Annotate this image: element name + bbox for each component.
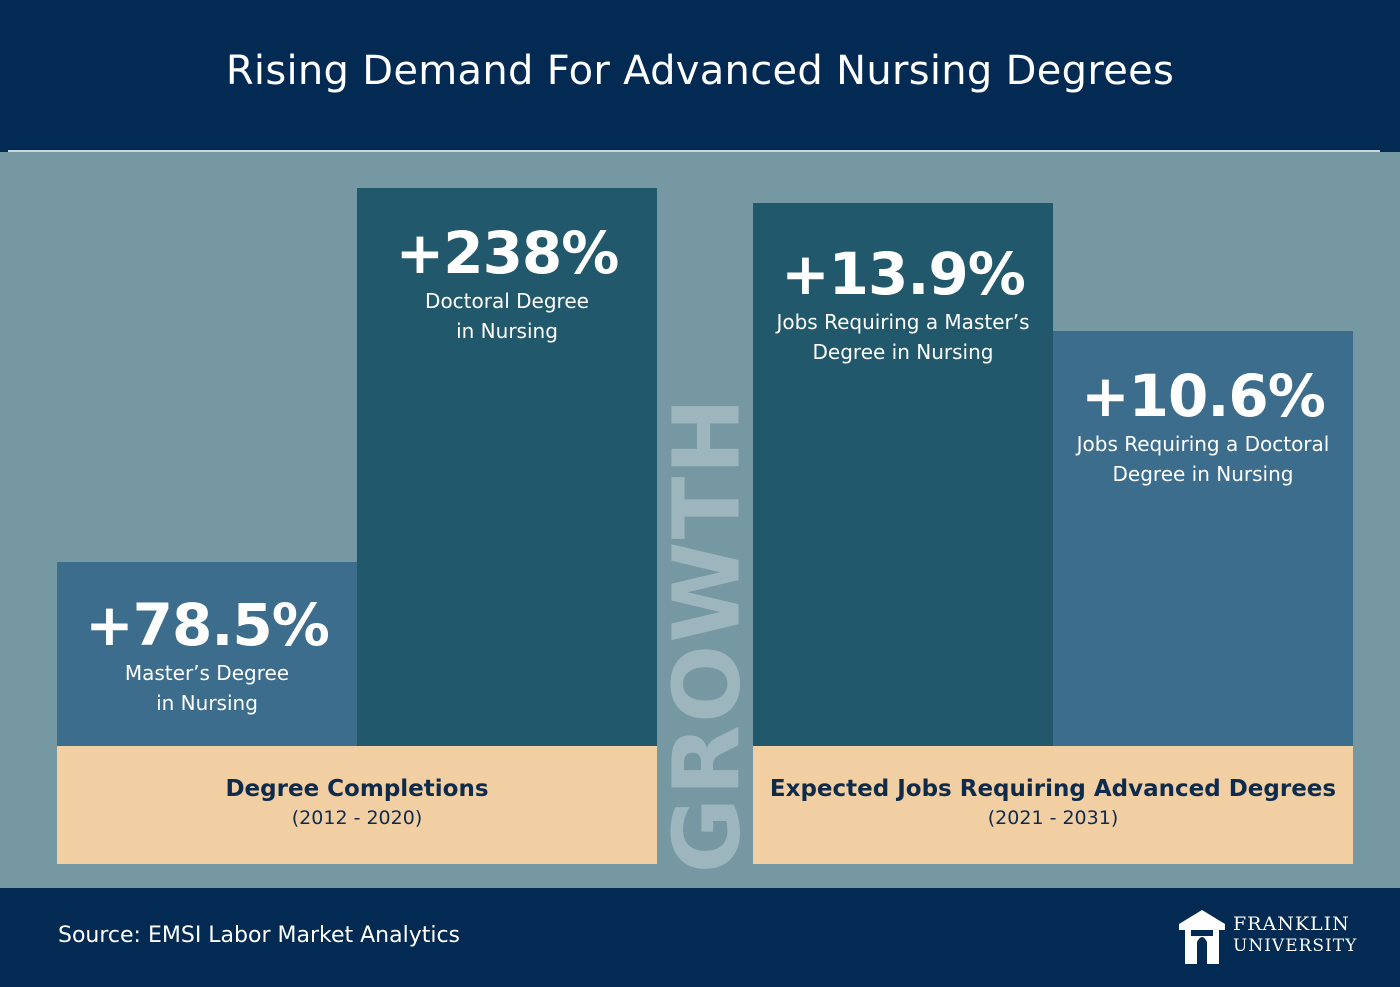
footer-band: Source: EMSI Labor Market Analytics FRAN… [0, 888, 1400, 987]
franklin-university-logo: FRANKLIN UNIVERSITY [1177, 908, 1357, 968]
bar-category-label: Degree in Nursing [812, 340, 994, 364]
chart-bar: +10.6% Jobs Requiring a Doctoral Degree in… [1053, 331, 1353, 746]
group-label-box: Degree Completions (2012 - 2020) [57, 746, 657, 864]
bar-category-label: Doctoral Degree [425, 289, 589, 313]
source-note: Source: EMSI Labor Market Analytics [58, 923, 461, 948]
group-date-range: (2021 - 2031) [987, 807, 1119, 829]
group-title: Expected Jobs Requiring Advanced Degrees [769, 776, 1337, 802]
chart-bar: +238% Doctoral Degree in Nursing [357, 188, 657, 746]
group-label-box: Expected Jobs Requiring Advanced Degrees… [753, 746, 1353, 864]
page-title: Rising Demand For Advanced Nursing Degre… [225, 48, 1175, 94]
chart-bar: +13.9% Jobs Requiring a Master’s Degree in… [753, 203, 1053, 746]
bar-data-label: +238% Doctoral Degree in Nursing [357, 220, 657, 346]
bar-category-label: Jobs Requiring a Master’s [776, 310, 1030, 334]
bar-data-label: +10.6% Jobs Requiring a Doctoral Degree in… [1053, 363, 1353, 489]
bar-data-label: +13.9% Jobs Requiring a Master’s Degree in… [753, 241, 1053, 367]
bar-category-label: Jobs Requiring a Doctoral [1076, 432, 1330, 456]
bar-value-label: +10.6% [1081, 362, 1326, 430]
bar-value-label: +78.5% [85, 591, 330, 659]
header-divider [8, 150, 1380, 152]
group-title: Degree Completions [225, 776, 489, 802]
header-band: Rising Demand For Advanced Nursing Degre… [0, 0, 1400, 152]
bar-category-label: Master’s Degree [124, 661, 290, 685]
bar-category-label: in Nursing [156, 691, 258, 715]
chart-bar: +78.5% Master’s Degree in Nursing [57, 562, 357, 746]
bar-data-label: +78.5% Master’s Degree in Nursing [57, 592, 357, 718]
bar-value-label: +238% [395, 219, 620, 287]
bar-category-label: in Nursing [456, 319, 558, 343]
bar-value-label: +13.9% [781, 240, 1026, 308]
bar-category-label: Degree in Nursing [1112, 462, 1294, 486]
chart-plot-area: GROWTH +78.5% Master’s Degree in Nursing +2… [0, 152, 1400, 888]
franklin-university-logo-icon [1179, 910, 1225, 964]
group-date-range: (2012 - 2020) [291, 807, 423, 829]
growth-axis-label: GROWTH [653, 395, 761, 874]
logo-wordmark-line2: UNIVERSITY [1233, 936, 1358, 956]
logo-wordmark-line1: FRANKLIN [1233, 913, 1350, 935]
